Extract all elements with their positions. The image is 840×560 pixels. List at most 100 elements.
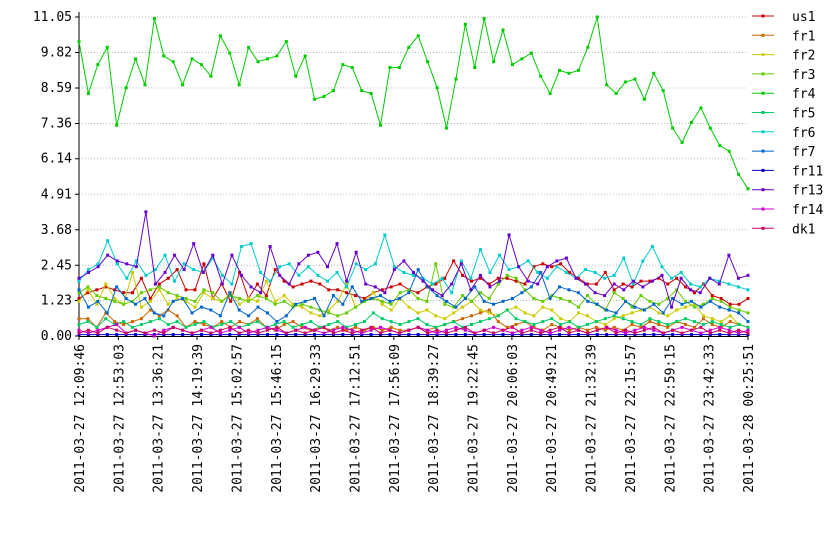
data-point bbox=[661, 331, 665, 335]
data-point bbox=[249, 242, 253, 246]
data-point bbox=[680, 331, 684, 335]
data-point bbox=[389, 285, 393, 289]
data-point bbox=[218, 34, 222, 38]
data-point bbox=[612, 325, 616, 329]
data-point bbox=[642, 325, 646, 329]
data-point bbox=[86, 92, 90, 96]
grid-lines bbox=[79, 16, 748, 301]
data-point bbox=[523, 311, 527, 315]
data-point bbox=[736, 285, 740, 289]
data-point bbox=[104, 317, 108, 321]
data-point bbox=[131, 320, 135, 324]
data-point bbox=[684, 299, 688, 303]
data-point bbox=[77, 331, 81, 335]
data-point bbox=[379, 325, 383, 329]
data-point bbox=[661, 89, 665, 93]
data-point bbox=[426, 60, 430, 64]
data-point bbox=[379, 123, 383, 127]
data-point bbox=[139, 317, 143, 321]
data-point bbox=[605, 325, 609, 329]
data-point bbox=[327, 288, 331, 292]
data-point bbox=[407, 328, 411, 332]
data-point bbox=[273, 302, 277, 306]
data-point bbox=[407, 288, 411, 292]
data-point bbox=[469, 314, 473, 318]
data-point bbox=[718, 143, 722, 147]
data-point bbox=[77, 288, 81, 292]
data-point bbox=[435, 331, 439, 335]
data-point bbox=[431, 282, 435, 286]
x-tick-label: 2011-03-28 00:25:51 bbox=[742, 344, 757, 493]
series-fr6 bbox=[77, 233, 750, 295]
data-point bbox=[220, 320, 224, 324]
data-point bbox=[548, 92, 552, 96]
data-point bbox=[496, 314, 500, 318]
data-point bbox=[621, 317, 625, 321]
data-point bbox=[211, 256, 215, 260]
data-point bbox=[369, 92, 373, 96]
data-point bbox=[157, 288, 161, 292]
legend-label: fr1 bbox=[792, 29, 815, 44]
data-point bbox=[96, 262, 100, 266]
data-point bbox=[407, 291, 411, 295]
data-point bbox=[657, 320, 661, 324]
data-point bbox=[505, 325, 509, 329]
data-point bbox=[671, 296, 675, 300]
data-point bbox=[529, 285, 533, 289]
data-point bbox=[728, 320, 732, 324]
data-point bbox=[708, 126, 712, 130]
data-point bbox=[190, 57, 194, 61]
data-point bbox=[398, 328, 402, 332]
data-point bbox=[157, 285, 161, 289]
data-point bbox=[559, 262, 563, 266]
data-point bbox=[380, 302, 384, 306]
data-point bbox=[379, 294, 383, 298]
data-point bbox=[692, 302, 696, 306]
data-point bbox=[728, 325, 732, 329]
data-point bbox=[291, 325, 295, 329]
series-fr13 bbox=[77, 210, 750, 309]
data-point bbox=[113, 296, 117, 300]
data-point bbox=[275, 325, 279, 329]
series-fr11 bbox=[77, 333, 750, 337]
data-point bbox=[162, 328, 166, 332]
data-point bbox=[113, 322, 117, 326]
data-point bbox=[431, 288, 435, 292]
data-point bbox=[488, 270, 492, 274]
data-point bbox=[692, 325, 696, 329]
data-point bbox=[115, 328, 119, 332]
data-point bbox=[684, 285, 688, 289]
data-point bbox=[360, 328, 364, 332]
legend-label: fr2 bbox=[792, 49, 815, 64]
data-point bbox=[633, 77, 637, 81]
data-point bbox=[228, 328, 232, 332]
data-point bbox=[77, 291, 81, 295]
data-point bbox=[593, 291, 597, 295]
data-point bbox=[398, 282, 402, 286]
data-point bbox=[652, 302, 656, 306]
data-point bbox=[345, 291, 349, 295]
data-point bbox=[585, 328, 589, 332]
data-point bbox=[478, 247, 482, 251]
data-point bbox=[536, 270, 540, 274]
data-point bbox=[388, 66, 392, 70]
data-point bbox=[469, 288, 473, 292]
data-point bbox=[380, 317, 384, 321]
data-point bbox=[190, 331, 194, 335]
data-point bbox=[157, 317, 161, 321]
data-point bbox=[209, 308, 213, 312]
data-point bbox=[568, 320, 572, 324]
data-point bbox=[255, 317, 259, 321]
data-point bbox=[698, 291, 702, 295]
data-point bbox=[699, 305, 703, 309]
data-point bbox=[297, 273, 301, 277]
data-point bbox=[153, 282, 157, 286]
data-point bbox=[371, 291, 375, 295]
data-point bbox=[641, 285, 645, 289]
data-point bbox=[256, 60, 260, 64]
data-point bbox=[354, 250, 358, 254]
data-point bbox=[416, 311, 420, 315]
data-point bbox=[134, 259, 138, 263]
data-point bbox=[218, 331, 222, 335]
data-point bbox=[532, 296, 536, 300]
